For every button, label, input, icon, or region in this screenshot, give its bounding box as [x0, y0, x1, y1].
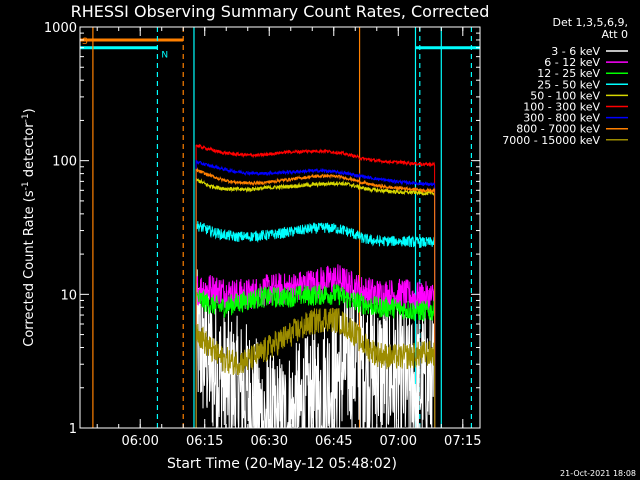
series-layer [195, 143, 436, 429]
y-axis-label-part3: ) [22, 108, 37, 113]
series-7 [195, 167, 436, 429]
y-axis-label-part2: detector [22, 122, 37, 182]
x-tick-label: 06:30 [251, 434, 288, 449]
legend-label-5: 100 - 300 keV [523, 101, 600, 114]
y-axis-label-part1: Corrected Count Rate (s [22, 190, 37, 347]
series-3 [195, 221, 436, 429]
x-tick-label: 06:15 [186, 434, 223, 449]
series-4 [195, 177, 436, 429]
series-5 [195, 143, 436, 429]
y-tick-label: 1 [69, 422, 77, 437]
x-tick-label: 07:15 [444, 434, 481, 449]
x-axis-label: Start Time (20-May-12 05:48:02) [167, 456, 397, 472]
legend-label-4: 50 - 100 keV [530, 89, 600, 102]
legend-label-3: 25 - 50 keV [537, 78, 600, 91]
legend-label-6: 300 - 800 keV [523, 112, 600, 125]
legend-header-0: Det 1,3,5,6,9, [552, 16, 628, 29]
x-tick-label: 06:00 [121, 434, 158, 449]
plot-frame [79, 26, 481, 429]
night-flag-label: N [161, 51, 168, 61]
x-tick-label: 06:45 [315, 434, 352, 449]
x-tick-label: 07:00 [380, 434, 417, 449]
series-8 [195, 307, 436, 429]
footer-timestamp: 21-Oct-2021 18:08 [560, 469, 636, 478]
series-2 [195, 283, 436, 429]
legend-label-1: 6 - 12 keV [544, 56, 600, 69]
y-axis-label-sup2: -1 [21, 113, 31, 122]
y-axis-label: Corrected Count Rate (s-1 detector-1) [21, 108, 37, 346]
y-axis-label-sup1: -1 [21, 181, 31, 190]
y-tick-label: 10 [60, 288, 77, 303]
legend-label-0: 3 - 6 keV [551, 45, 600, 58]
y-tick-label: 100 [52, 155, 77, 170]
y-tick-label: 1000 [44, 21, 77, 36]
legend-label-7: 800 - 7000 keV [516, 123, 600, 136]
series-6 [195, 159, 436, 429]
saa-flag-label: S [82, 37, 88, 47]
legend-label-2: 12 - 25 keV [537, 67, 600, 80]
legend-label-8: 7000 - 15000 keV [502, 134, 600, 147]
legend-header-1: Att 0 [602, 28, 628, 41]
chart-title: RHESSI Observing Summary Count Rates, Co… [71, 2, 490, 21]
axes: 1 10 100 1000 06:00 06:15 06:30 06:45 07:00 07:15 [44, 21, 482, 449]
